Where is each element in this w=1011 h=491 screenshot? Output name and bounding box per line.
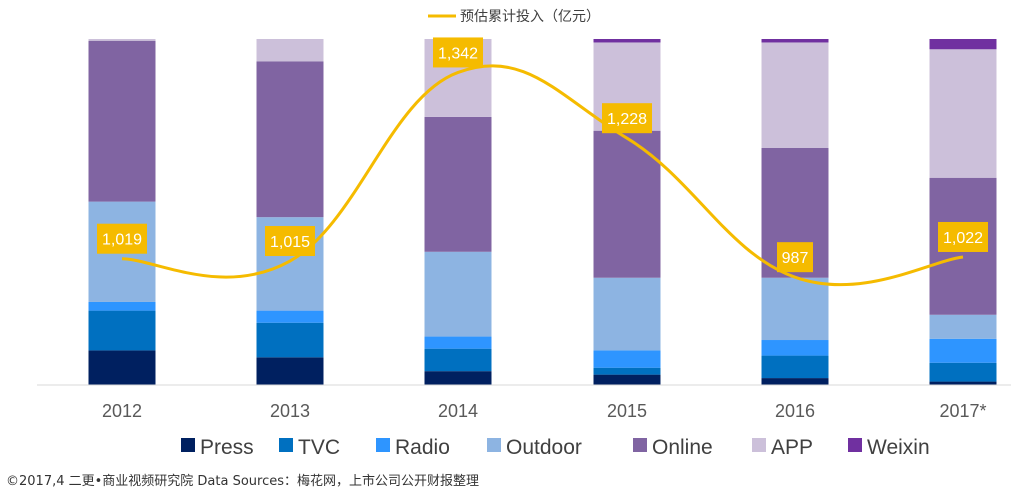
legend-swatch bbox=[279, 438, 293, 452]
data-label-box bbox=[433, 37, 483, 68]
bar-weixin-2015 bbox=[593, 39, 661, 43]
bar-radio-2017 bbox=[929, 338, 997, 363]
line-data-label: 1,015 bbox=[265, 226, 315, 257]
legend-label: Online bbox=[652, 436, 713, 459]
x-tick-label: 2015 bbox=[607, 401, 647, 421]
bar-tvc-2017 bbox=[929, 362, 997, 382]
bottom-legend: Press TVC Radio Outdoor Online APP Weixin bbox=[181, 436, 930, 459]
data-label-text: 1,019 bbox=[102, 232, 142, 249]
data-label-text: 1,228 bbox=[607, 111, 647, 128]
top-legend-label: 预估累计投入（亿元） bbox=[460, 9, 600, 25]
bar-radio-2012 bbox=[88, 301, 156, 311]
x-tick-labels: 2012 2013 2014 2015 2016 2017* bbox=[102, 401, 987, 421]
bar-radio-2015 bbox=[593, 350, 661, 368]
bar-online-2012 bbox=[88, 40, 156, 202]
bar-online-2013 bbox=[256, 61, 324, 218]
bar-app-2013 bbox=[256, 39, 324, 62]
data-label-box bbox=[265, 226, 315, 257]
x-tick-label: 2017* bbox=[939, 401, 986, 421]
legend-item-app: APP bbox=[752, 436, 813, 459]
x-tick-label: 2014 bbox=[438, 401, 478, 421]
line-data-label: 1,228 bbox=[602, 103, 652, 134]
top-legend: 预估累计投入（亿元） bbox=[428, 9, 600, 25]
bar-press-2015 bbox=[593, 374, 661, 385]
bar-radio-2014 bbox=[424, 336, 492, 349]
legend-swatch bbox=[487, 438, 501, 452]
investment-line bbox=[121, 64, 964, 287]
data-label-box bbox=[97, 223, 147, 254]
bar-outdoor-2014 bbox=[424, 251, 492, 337]
bar-app-2012 bbox=[88, 39, 156, 41]
legend-label: Radio bbox=[395, 436, 450, 459]
bar-weixin-2017 bbox=[929, 39, 997, 50]
legend-item-radio: Radio bbox=[376, 436, 450, 459]
legend-swatch bbox=[752, 438, 766, 452]
bar-tvc-2014 bbox=[424, 348, 492, 372]
legend-label: APP bbox=[771, 436, 813, 459]
line-data-label: 987 bbox=[777, 242, 813, 273]
bar-tvc-2013 bbox=[256, 322, 324, 358]
data-label-box bbox=[777, 242, 813, 273]
x-tick-label: 2012 bbox=[102, 401, 142, 421]
bar-outdoor-2015 bbox=[593, 277, 661, 351]
stacked-bar-chart: 2012 2013 2014 2015 2016 2017* 1,019 1,015 1,34… bbox=[37, 9, 1011, 459]
data-label-box bbox=[602, 103, 652, 134]
legend-swatch bbox=[633, 438, 647, 452]
bar-tvc-2016 bbox=[761, 355, 829, 379]
bar-press-2013 bbox=[256, 357, 324, 385]
investment-line-layer: 1,019 1,015 1,342 1,228 987 1,022 bbox=[97, 37, 988, 287]
bar-online-2014 bbox=[424, 116, 492, 252]
bar-app-2016 bbox=[761, 42, 829, 148]
x-tick-label: 2016 bbox=[775, 401, 815, 421]
line-data-label: 1,022 bbox=[938, 221, 988, 252]
bar-radio-2016 bbox=[761, 340, 829, 356]
legend-swatch bbox=[848, 438, 862, 452]
legend-label: Press bbox=[200, 436, 254, 459]
bar-tvc-2012 bbox=[88, 310, 156, 351]
bar-press-2016 bbox=[761, 378, 829, 385]
line-data-label: 1,342 bbox=[433, 37, 483, 68]
legend-item-outdoor: Outdoor bbox=[487, 436, 582, 459]
bars-layer bbox=[88, 39, 997, 385]
data-label-text: 1,022 bbox=[943, 230, 983, 247]
bar-press-2014 bbox=[424, 371, 492, 385]
x-tick-label: 2013 bbox=[270, 401, 310, 421]
legend-swatch bbox=[181, 438, 195, 452]
bar-app-2017 bbox=[929, 49, 997, 178]
legend-label: TVC bbox=[298, 436, 340, 459]
legend-swatch bbox=[376, 438, 390, 452]
bar-press-2017 bbox=[929, 381, 997, 385]
legend-item-press: Press bbox=[181, 436, 254, 459]
legend-item-weixin: Weixin bbox=[848, 436, 930, 459]
legend-label: Outdoor bbox=[506, 436, 582, 459]
bar-press-2012 bbox=[88, 350, 156, 385]
data-label-box bbox=[938, 221, 988, 252]
bar-outdoor-2017 bbox=[929, 314, 997, 339]
bar-radio-2013 bbox=[256, 310, 324, 323]
bar-online-2015 bbox=[593, 130, 661, 278]
legend-label: Weixin bbox=[867, 436, 930, 459]
line-data-label: 1,019 bbox=[97, 223, 147, 254]
legend-item-online: Online bbox=[633, 436, 713, 459]
data-label-text: 1,015 bbox=[270, 234, 310, 251]
bar-weixin-2016 bbox=[761, 39, 829, 43]
data-label-text: 987 bbox=[782, 250, 809, 267]
bar-outdoor-2016 bbox=[761, 277, 829, 341]
legend-item-tvc: TVC bbox=[279, 436, 340, 459]
footer-source-note: ©2017,4 二更•商业视频研究院 Data Sources：梅花网，上市公司… bbox=[6, 474, 480, 489]
data-label-text: 1,342 bbox=[438, 45, 478, 62]
bar-tvc-2015 bbox=[593, 367, 661, 375]
